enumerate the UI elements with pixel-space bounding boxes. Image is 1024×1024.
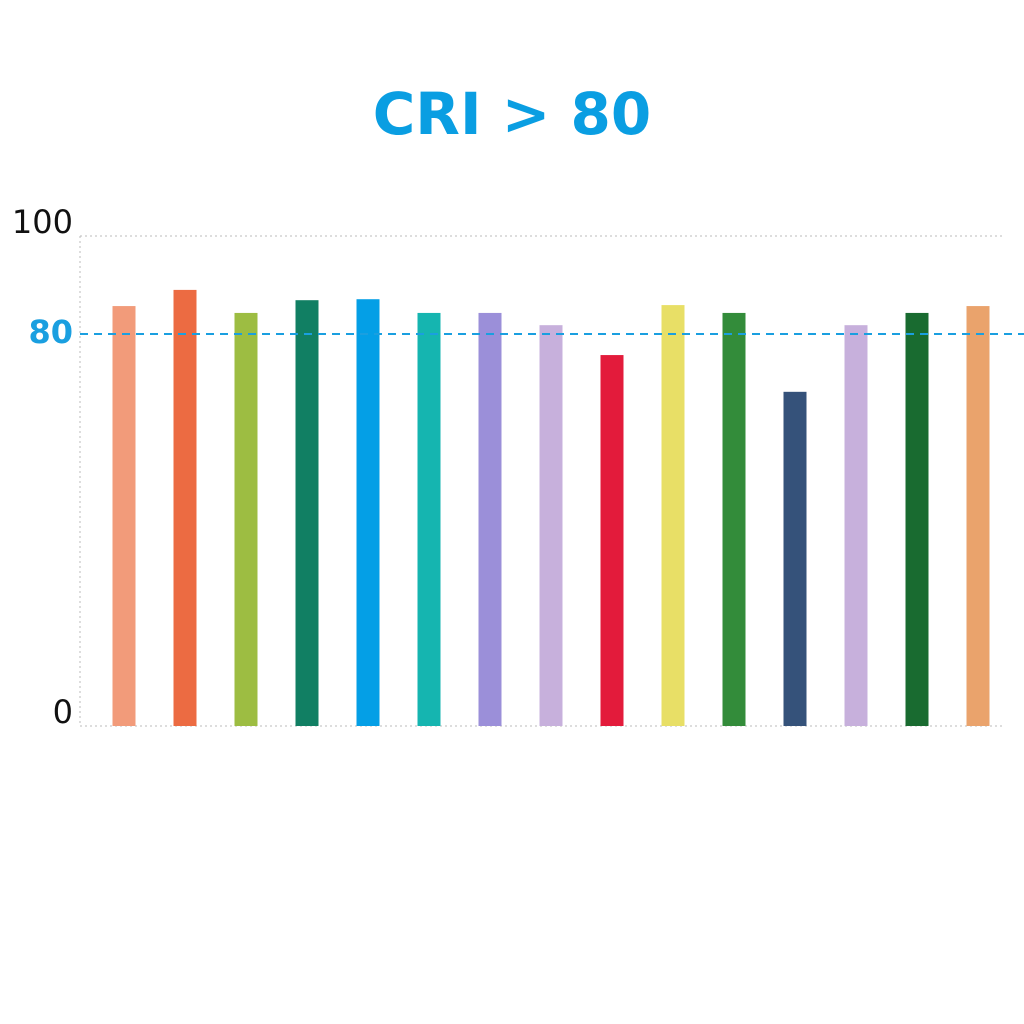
bar: [234, 312, 258, 726]
bar: [966, 306, 990, 726]
y-tick-label: 0: [53, 693, 73, 731]
bar: [112, 306, 136, 726]
bar: [295, 300, 319, 726]
bar: [478, 312, 502, 726]
chart-title: CRI > 80: [373, 80, 652, 148]
bar: [356, 299, 380, 726]
bar: [600, 355, 624, 726]
bar: [905, 312, 929, 726]
bar: [417, 312, 441, 726]
y-tick-label: 100: [12, 203, 73, 241]
bar: [844, 325, 868, 726]
reference-label: 80: [28, 313, 73, 351]
bar: [539, 325, 563, 726]
bar: [173, 289, 197, 726]
bar: [722, 312, 746, 726]
bar: [783, 391, 807, 726]
bar: [661, 305, 685, 726]
